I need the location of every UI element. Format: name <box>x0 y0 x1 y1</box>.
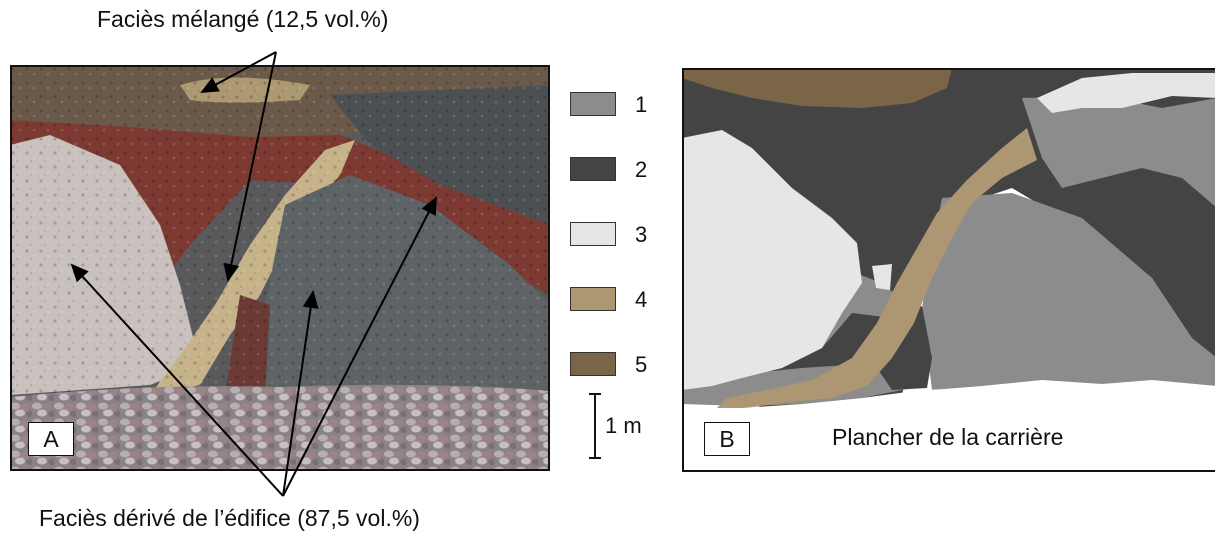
legend-swatch-4 <box>570 287 616 311</box>
arrow-edifice-center <box>282 290 319 497</box>
map-unit-3-left <box>682 130 862 390</box>
scale-bar <box>589 393 601 459</box>
map-unit-1-upper-right <box>1022 96 1215 207</box>
legend-swatch-1 <box>570 92 616 116</box>
map-unit-3-upper-right <box>1037 73 1215 113</box>
annotation-arrows <box>70 51 437 497</box>
map-unit-1-center <box>922 193 1215 390</box>
arrow-mixed-top-right <box>223 51 277 282</box>
scale-label: 1 m <box>605 413 642 438</box>
map-quarry-floor <box>682 382 1215 472</box>
legend-label-1: 1 <box>635 92 648 117</box>
map-panel-b <box>682 68 1215 472</box>
legend-label-4: 4 <box>635 287 648 312</box>
arrow-mixed-top-left <box>200 51 277 93</box>
legend-label-5: 5 <box>635 352 648 377</box>
panel-b-tag: B <box>704 422 750 456</box>
legend-label-3: 3 <box>635 222 648 247</box>
legend-label-2: 2 <box>635 157 648 182</box>
map-unit-5-top <box>682 68 952 108</box>
photo-pebble-floor <box>10 384 550 471</box>
arrow-edifice-left <box>70 263 284 497</box>
panel-a-tag: A <box>28 422 74 456</box>
arrow-edifice-right <box>282 196 437 497</box>
legend-swatch-5 <box>570 352 616 376</box>
caption-mixed-facies: Faciès mélangé (12,5 vol.%) <box>97 6 389 32</box>
quarry-floor-label: Plancher de la carrière <box>832 424 1064 450</box>
legend-swatch-2 <box>570 157 616 181</box>
map-unit-4-injection <box>712 128 1037 413</box>
legend-swatch-3 <box>570 222 616 246</box>
caption-edifice-facies: Faciès dérivé de l’édifice (87,5 vol.%) <box>39 505 420 531</box>
photo-panel-a <box>10 65 550 471</box>
map-unit-3-small <box>872 264 892 290</box>
